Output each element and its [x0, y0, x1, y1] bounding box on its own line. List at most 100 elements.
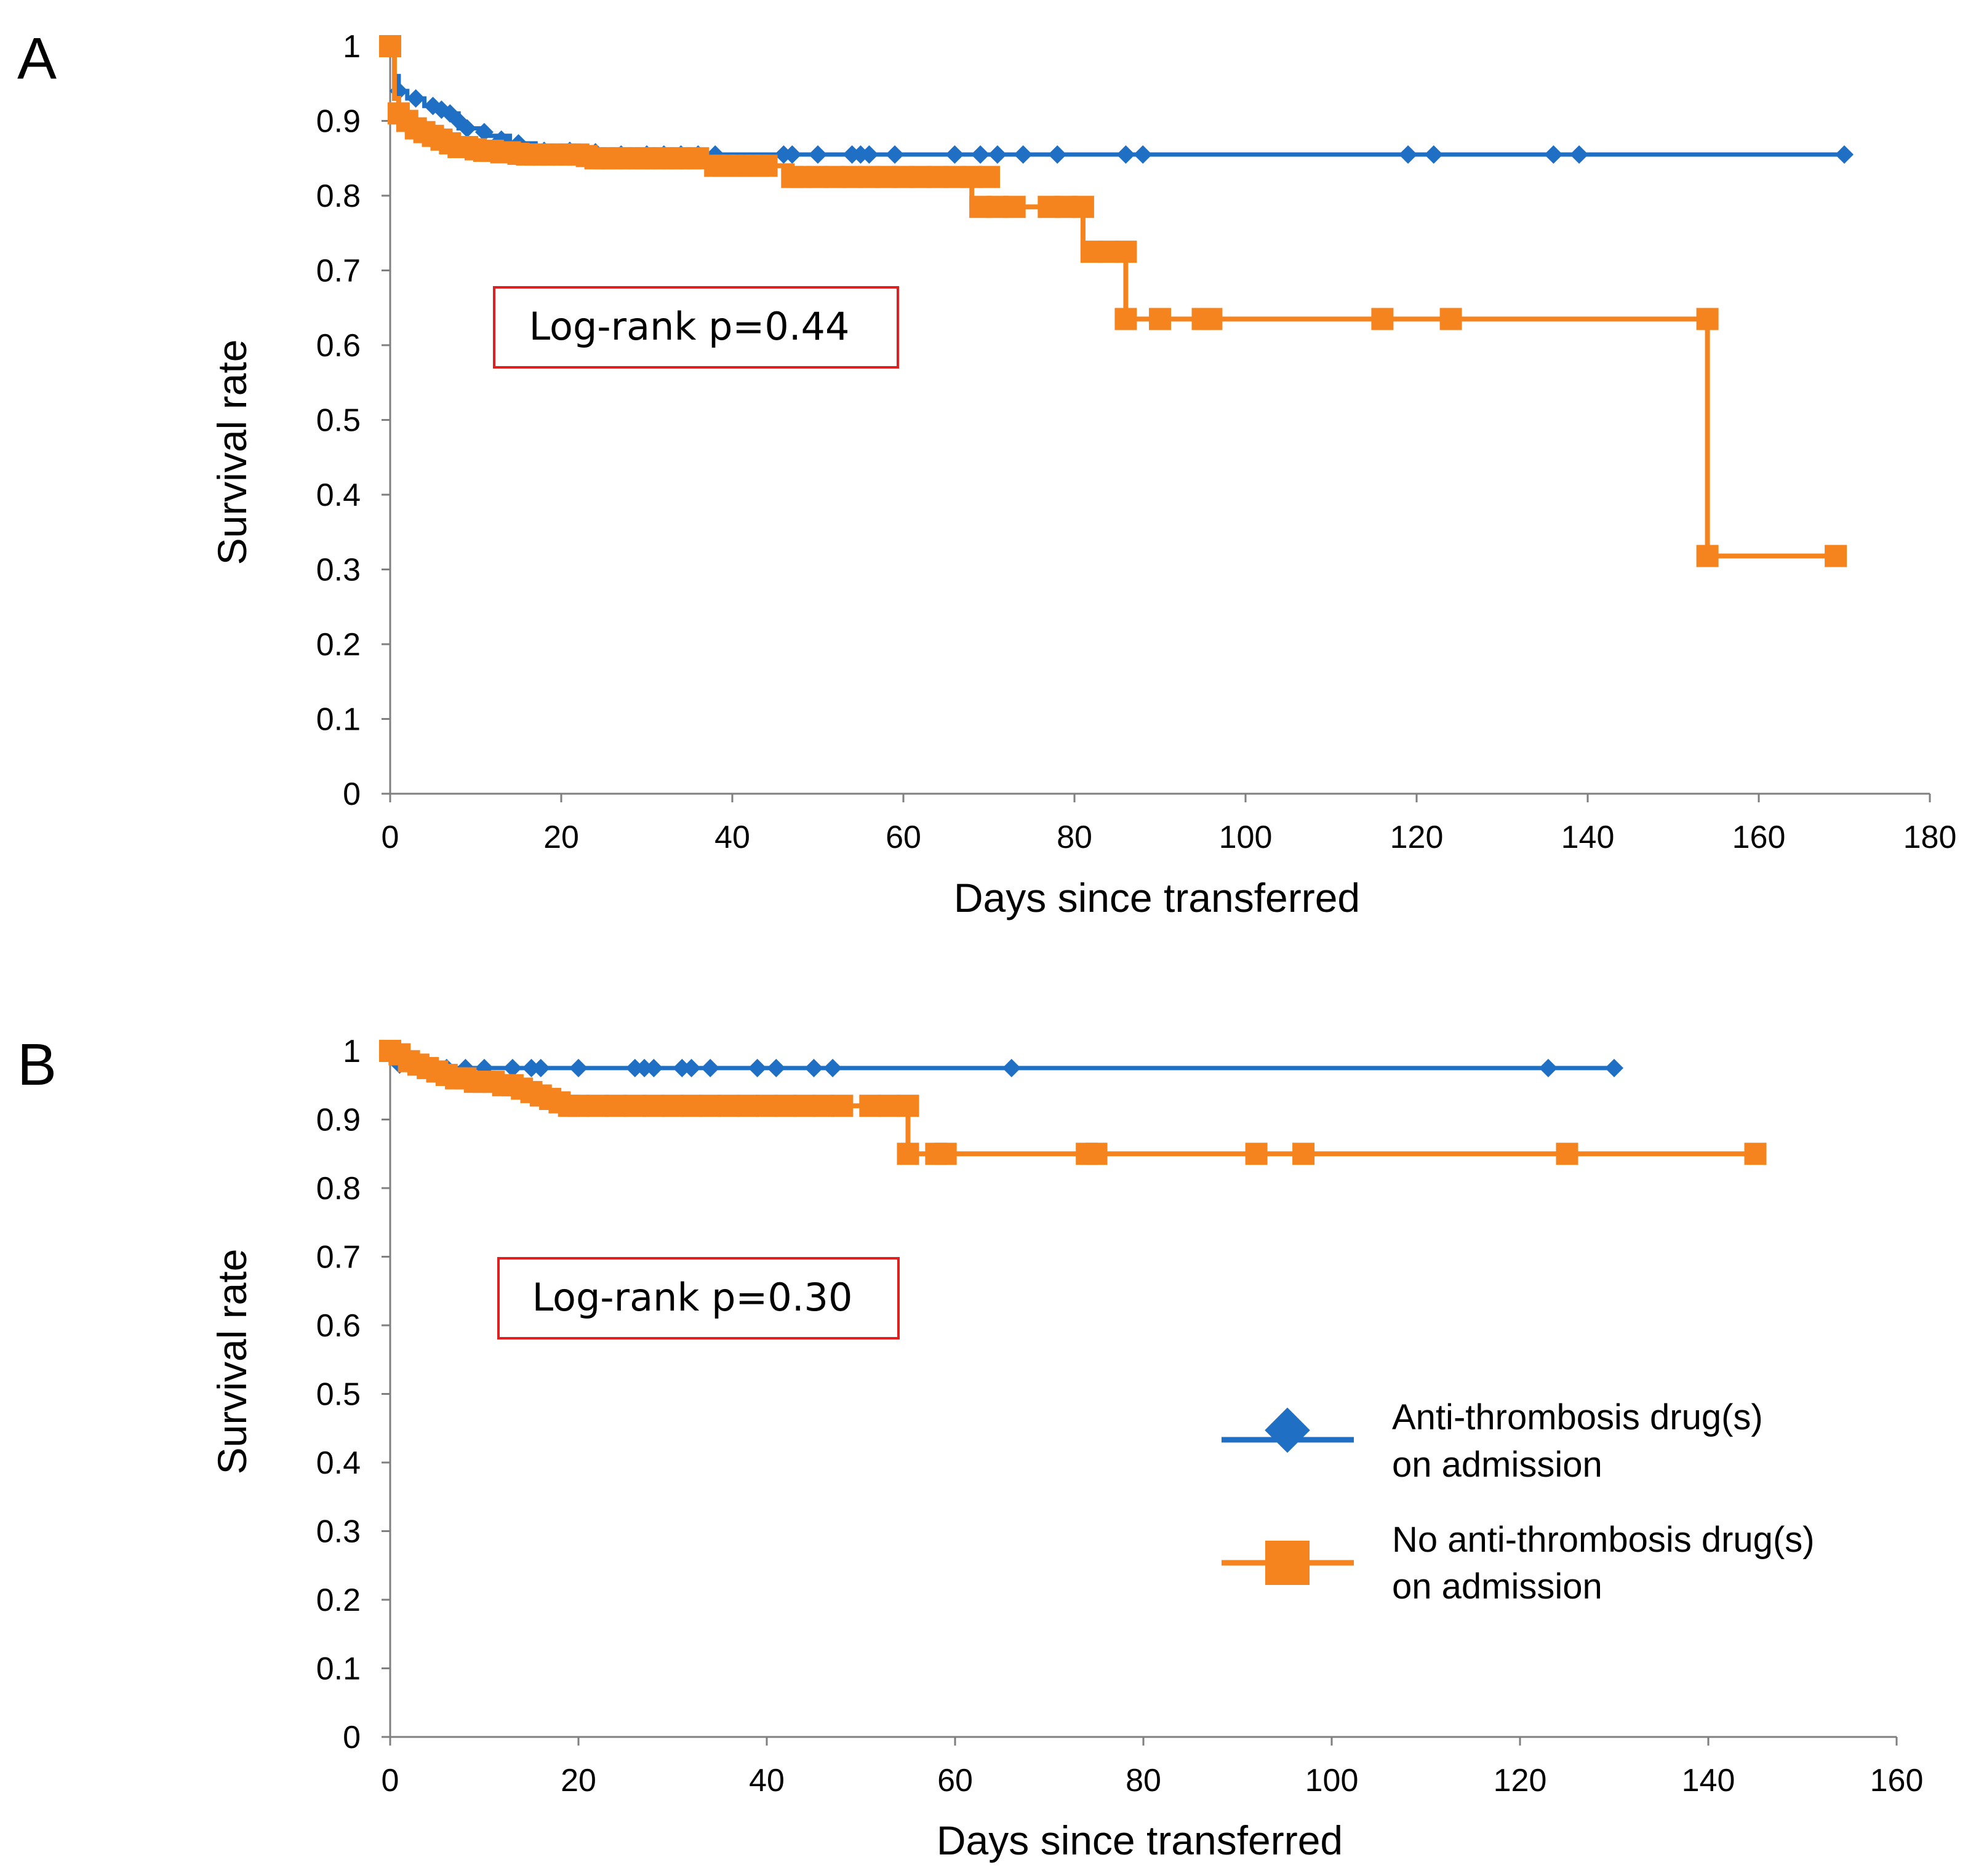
- censor-marker-diamond: [767, 1058, 786, 1077]
- censor-marker-square: [755, 154, 778, 177]
- x-tick-label: 100: [1305, 1763, 1359, 1798]
- y-tick-label: 0.3: [316, 553, 361, 588]
- censor-marker-diamond: [783, 145, 802, 164]
- x-tick-label: 60: [937, 1763, 973, 1798]
- censor-marker-square: [737, 1095, 759, 1117]
- censor-marker-square: [1371, 308, 1394, 330]
- orange-survival-line: [390, 44, 1836, 559]
- x-tick-label: 120: [1390, 820, 1444, 855]
- censor-marker-square: [662, 1095, 684, 1117]
- panel-a-logrank-box: [493, 286, 899, 369]
- censor-marker-square: [934, 1143, 957, 1165]
- censor-marker-square: [1744, 1143, 1767, 1165]
- censor-marker-diamond: [1399, 145, 1418, 164]
- censor-marker-square: [1556, 1143, 1578, 1165]
- panel-a-x-axis-title: Days since transferred: [954, 875, 1360, 920]
- censor-marker-square: [1825, 545, 1847, 567]
- censor-marker-square: [1114, 241, 1137, 263]
- censor-marker-diamond: [1424, 145, 1443, 164]
- censor-marker-diamond: [701, 1058, 720, 1077]
- y-tick-label: 0.8: [316, 1171, 361, 1207]
- censor-marker-diamond: [860, 145, 879, 164]
- y-tick-label: 0.3: [316, 1514, 361, 1550]
- x-tick-label: 0: [382, 820, 399, 855]
- censor-marker-square: [1439, 308, 1462, 330]
- panel-b-letter: B: [17, 1032, 57, 1098]
- censor-marker-square: [1200, 308, 1223, 330]
- panel-b: B 0 0.1 0.2 0.3 0.4 0.5 0.6 0.7 0.8 0.9 1 0 20 40 60 8…: [17, 1032, 1923, 1863]
- legend-item-anti-thrombosis: Anti-thrombosis drug(s) on admission: [1222, 1397, 1763, 1485]
- censor-marker-diamond: [1134, 145, 1153, 164]
- x-tick-label: 120: [1494, 1763, 1547, 1798]
- legend-label-line1: Anti-thrombosis drug(s): [1392, 1397, 1763, 1437]
- censor-marker-diamond: [945, 145, 964, 164]
- censor-marker-diamond: [625, 1058, 644, 1077]
- censor-marker-diamond: [1605, 1058, 1623, 1077]
- censor-marker-diamond: [823, 1058, 842, 1077]
- censor-marker-square: [1071, 196, 1094, 218]
- y-tick-label: 0.2: [316, 1583, 361, 1618]
- x-tick-label: 20: [543, 820, 579, 855]
- y-tick-label: 0.5: [316, 403, 361, 439]
- censor-marker-diamond: [474, 122, 494, 142]
- panel-a-y-ticks: 0 0.1 0.2 0.3 0.4 0.5 0.6 0.7 0.8 0.9 1: [316, 29, 361, 812]
- censor-marker-diamond: [971, 145, 990, 164]
- censor-marker-diamond: [635, 1058, 654, 1077]
- censor-marker-square: [878, 1095, 900, 1117]
- y-tick-label: 0.9: [316, 104, 361, 140]
- y-tick-label: 0.5: [316, 1377, 361, 1413]
- censor-marker-square: [812, 1095, 834, 1117]
- y-tick-label: 0: [343, 776, 361, 812]
- censor-marker-diamond: [988, 145, 1007, 164]
- panel-a-y-axis-title: Survival rate: [209, 340, 255, 565]
- panel-b-logrank-box: [497, 1257, 900, 1339]
- y-tick-label: 0.8: [316, 178, 361, 214]
- legend-item-no-anti-thrombosis: No anti-thrombosis drug(s) on admission: [1222, 1520, 1815, 1607]
- y-tick-label: 1: [343, 29, 361, 65]
- censor-marker-diamond: [748, 1058, 767, 1077]
- censor-marker-diamond: [1116, 145, 1135, 164]
- censor-marker-square: [567, 1095, 590, 1117]
- censor-marker-diamond: [531, 1058, 550, 1077]
- censor-marker-diamond: [809, 145, 827, 164]
- censor-marker-diamond: [1538, 1058, 1558, 1077]
- censor-marker-diamond: [1048, 145, 1067, 164]
- x-tick-label: 80: [1126, 1763, 1161, 1798]
- x-tick-label: 140: [1561, 820, 1615, 855]
- x-tick-label: 100: [1219, 820, 1273, 855]
- x-tick-label: 160: [1732, 820, 1786, 855]
- legend-label-line1: No anti-thrombosis drug(s): [1392, 1520, 1815, 1560]
- censor-marker-diamond: [522, 1058, 541, 1077]
- censor-marker-square: [605, 1095, 628, 1117]
- panel-b-x-axis-title: Days since transferred: [937, 1818, 1343, 1863]
- censor-marker-diamond: [886, 145, 905, 164]
- x-tick-label: 20: [561, 1763, 596, 1798]
- censor-marker-square: [623, 1095, 646, 1117]
- y-tick-label: 0.4: [316, 477, 361, 513]
- panel-b-axes: [382, 1045, 1898, 1746]
- censor-marker-square: [978, 166, 1000, 188]
- y-tick-label: 0.7: [316, 1240, 361, 1275]
- y-tick-label: 0.9: [316, 1103, 361, 1138]
- y-tick-label: 0.2: [316, 627, 361, 663]
- panel-b-series: [379, 1040, 1767, 1165]
- x-tick-label: 80: [1057, 820, 1092, 855]
- censor-marker-diamond: [406, 89, 425, 108]
- censor-marker-square: [1114, 308, 1137, 330]
- x-tick-label: 180: [1903, 820, 1957, 855]
- censor-marker-diamond: [673, 1058, 692, 1077]
- censor-marker-square: [774, 1095, 797, 1117]
- censor-marker-diamond: [503, 1058, 522, 1077]
- panel-a: A 0 0.1 0.2 0.3 0.4 0.5 0.6 0.7 0.8 0.9 1 0 20 40 60 8…: [17, 26, 1956, 920]
- panel-a-series: [379, 35, 1854, 567]
- legend-square-icon: [1265, 1541, 1310, 1585]
- censor-marker-diamond: [682, 1058, 701, 1077]
- panel-a-logrank-text: Log-rank p=0.44: [529, 304, 850, 349]
- legend-diamond-icon: [1265, 1407, 1310, 1453]
- x-tick-label: 140: [1682, 1763, 1735, 1798]
- x-tick-label: 60: [886, 820, 921, 855]
- legend-label-line2: on admission: [1392, 1567, 1602, 1607]
- censor-marker-square: [1149, 308, 1171, 330]
- censor-marker-square: [586, 1095, 609, 1117]
- censor-marker-square: [1245, 1143, 1268, 1165]
